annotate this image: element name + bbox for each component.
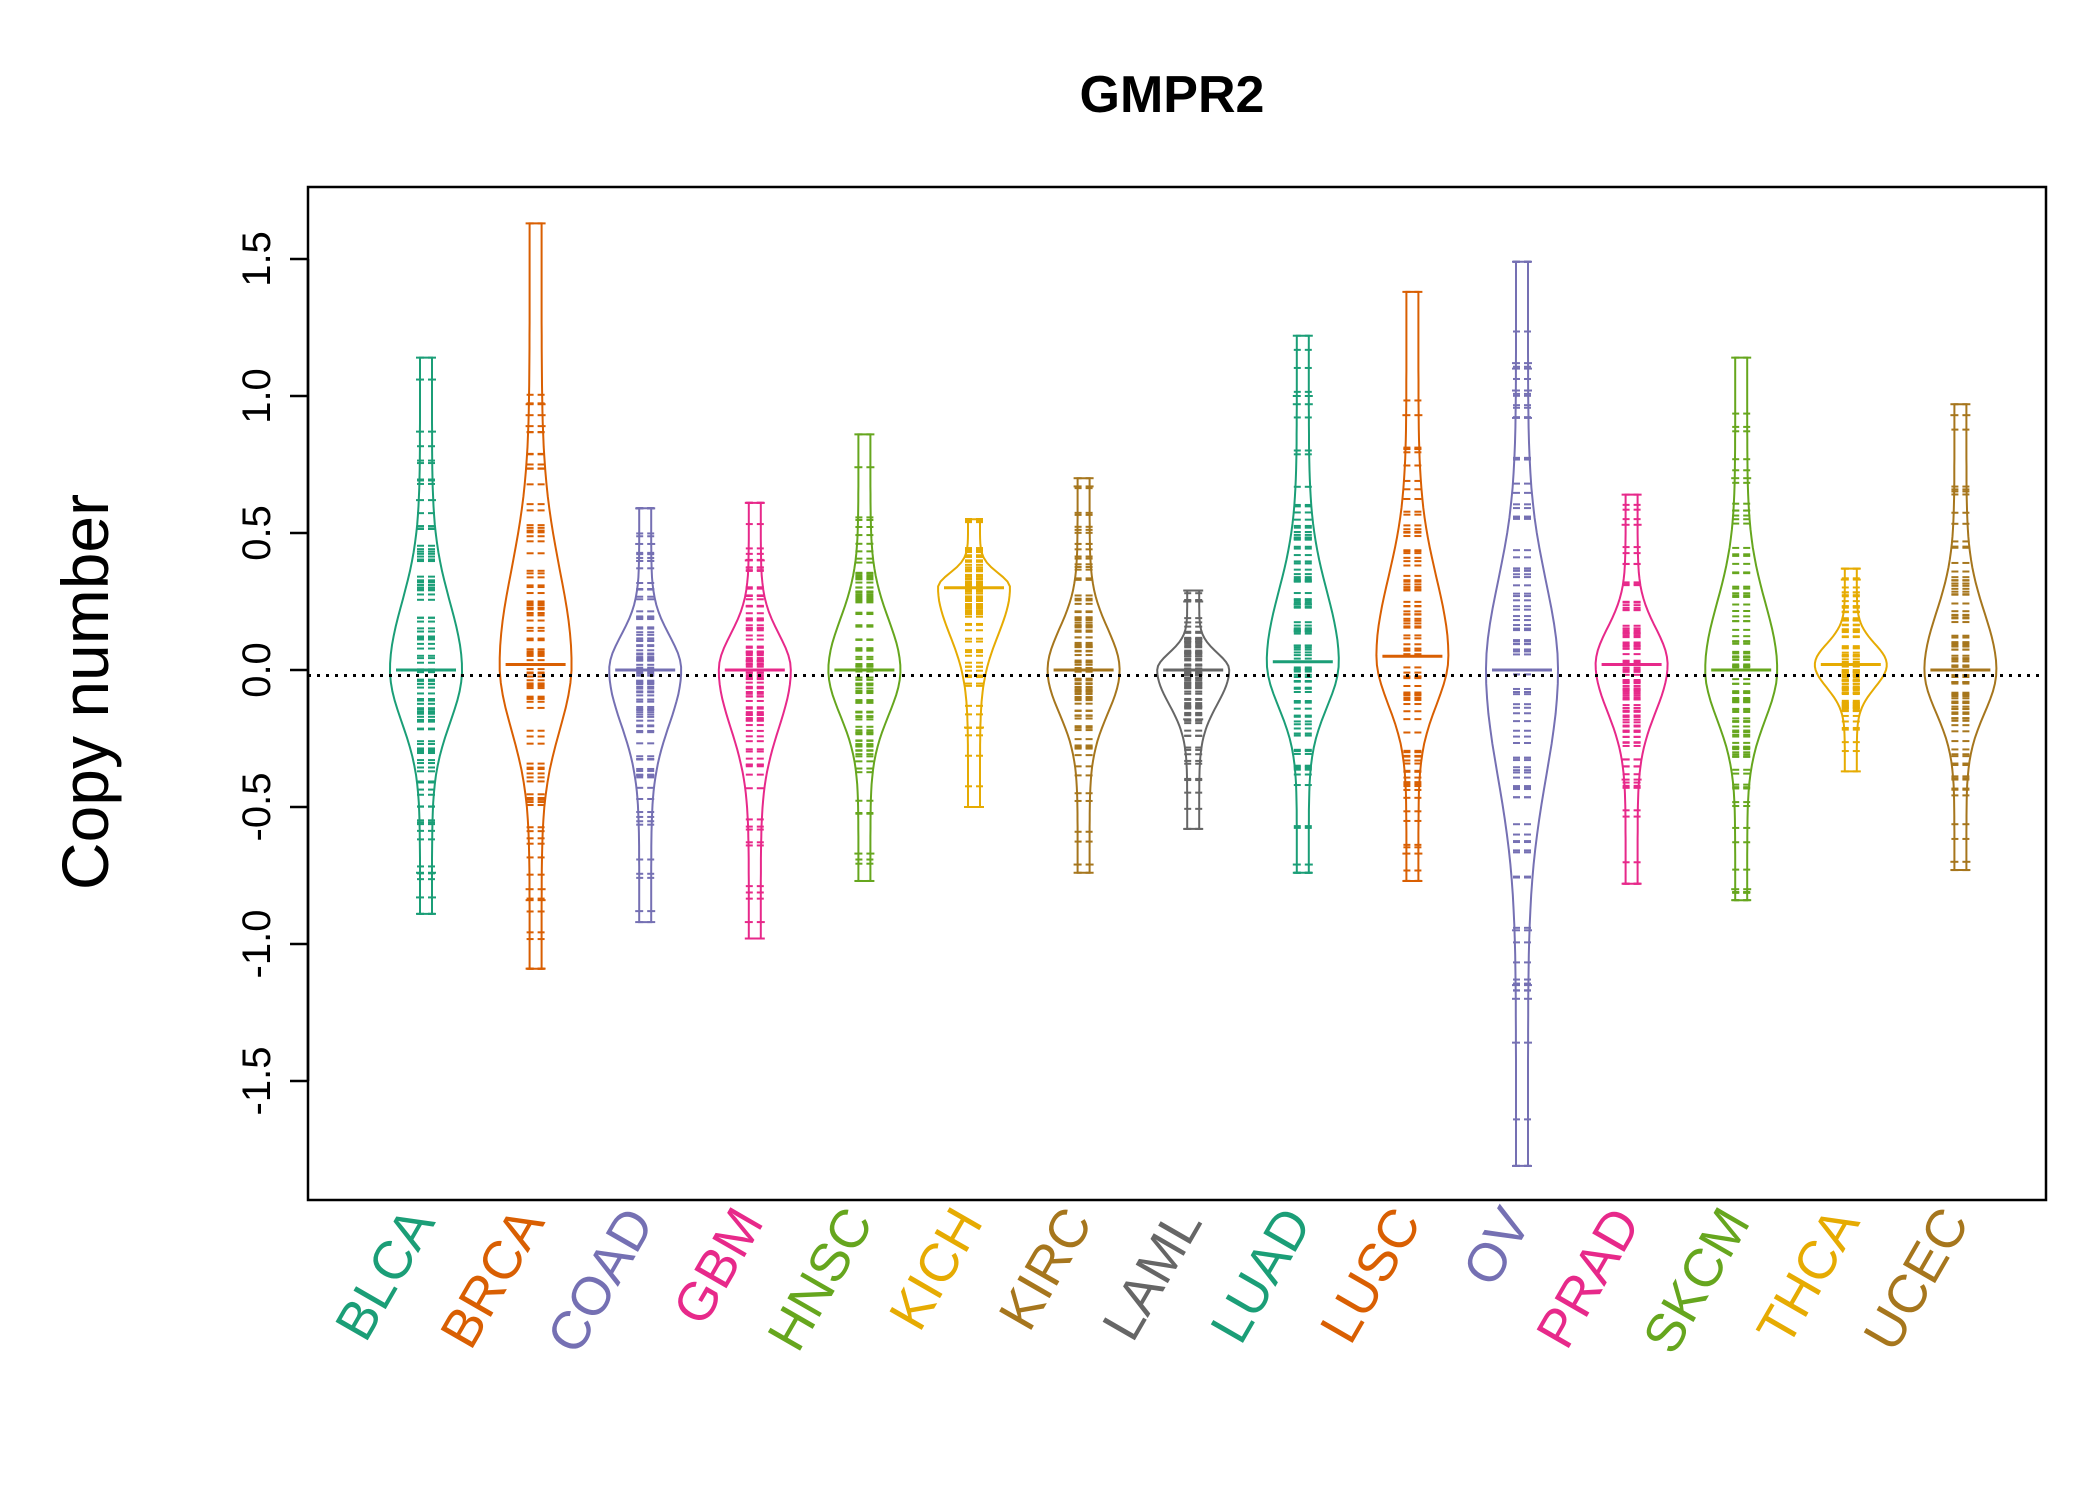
y-tick-label: 0.5: [235, 505, 279, 561]
bean-ov: [1484, 260, 1560, 1167]
bean-density: [1594, 493, 1669, 885]
x-tick-label: LUAD: [1199, 1198, 1323, 1353]
plot-frame: [306, 185, 2048, 1202]
y-axis-label: Copy number: [48, 494, 122, 890]
y-tick-label: -0.5: [235, 773, 279, 842]
bean-kich: [937, 518, 1011, 808]
x-tick-label: LAML: [1091, 1198, 1214, 1350]
bean-density: [498, 222, 573, 970]
bean-skcm: [1704, 356, 1779, 902]
y-tick-label: -1.0: [235, 910, 279, 979]
x-tick-label: UCEC: [1852, 1198, 1980, 1361]
bean-ucec: [1923, 403, 1998, 872]
bean-density: [388, 356, 464, 915]
x-tick-label: OV: [1451, 1198, 1542, 1296]
bean-laml: [1156, 589, 1231, 830]
axes-layer: -1.5-1.0-0.50.00.51.01.5BLCABRCACOADGBMH…: [235, 231, 2046, 1363]
bean-density: [1375, 290, 1450, 882]
y-tick-label: -1.5: [235, 1047, 279, 1116]
y-tick-label: 0.0: [235, 642, 279, 698]
x-tick-label: THCA: [1746, 1198, 1871, 1355]
x-tick-label: COAD: [536, 1198, 666, 1363]
bean-brca: [498, 222, 573, 970]
x-tick-label: SKCM: [1632, 1198, 1762, 1363]
bean-thca: [1813, 567, 1888, 773]
y-tick-label: 1.0: [235, 368, 279, 424]
beans-layer: [388, 222, 1998, 1167]
bean-density: [1813, 567, 1888, 773]
bean-prad: [1594, 493, 1669, 885]
bean-gbm: [717, 501, 792, 940]
x-tick-label: LUSC: [1309, 1198, 1433, 1353]
x-tick-label: KICH: [878, 1198, 994, 1340]
bean-lusc: [1375, 290, 1450, 882]
bean-density: [717, 501, 792, 940]
bean-density: [937, 518, 1011, 808]
bean-coad: [608, 507, 683, 924]
chart-title: GMPR2: [1080, 66, 1265, 124]
x-tick-label: KIRC: [988, 1198, 1104, 1340]
y-tick-label: 1.5: [235, 231, 279, 287]
bean-density: [1265, 334, 1340, 874]
bean-density: [1156, 589, 1231, 830]
x-tick-label: HNSC: [756, 1198, 884, 1361]
bean-density: [608, 507, 683, 924]
x-tick-label: GBM: [662, 1198, 775, 1335]
x-tick-label: BLCA: [324, 1198, 447, 1350]
bean-luad: [1265, 334, 1340, 874]
bean-density: [1704, 356, 1779, 902]
bean-blca: [388, 356, 464, 915]
bean-density: [1923, 403, 1998, 871]
bean-density: [827, 433, 902, 882]
bean-hnsc: [827, 433, 902, 882]
bean-density: [1484, 260, 1560, 1167]
